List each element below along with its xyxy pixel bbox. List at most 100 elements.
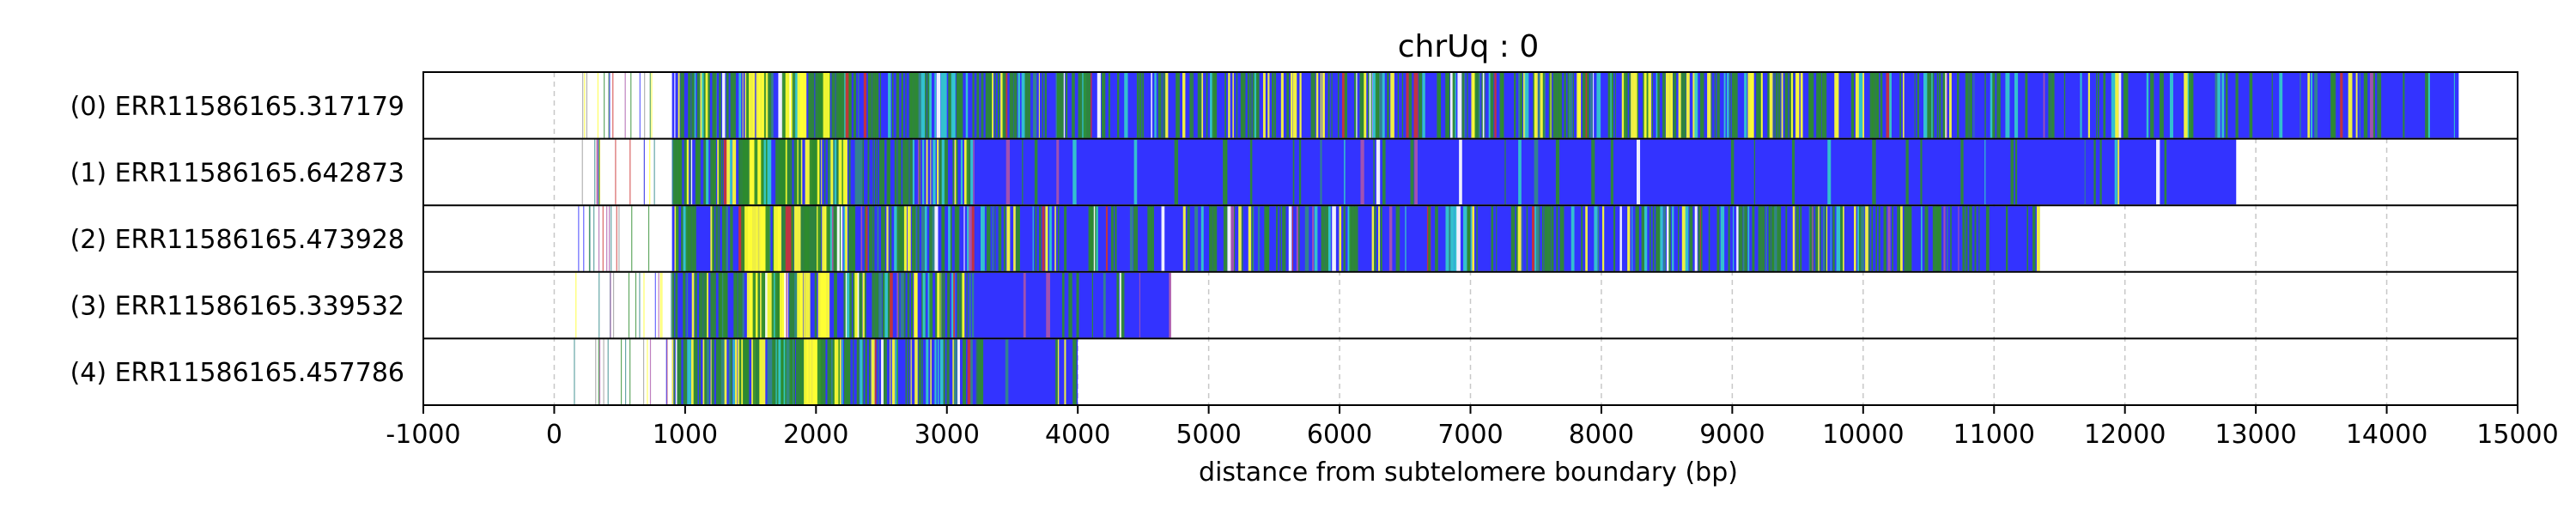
read-segment [1854, 206, 1856, 271]
read-segment [813, 139, 821, 205]
sparse-mark [639, 73, 641, 138]
read-segment [937, 339, 939, 404]
read-segment [1791, 139, 1795, 205]
read-segment [894, 206, 899, 271]
read-segment [838, 73, 842, 138]
sparse-mark [609, 206, 611, 271]
read-segment [967, 206, 970, 271]
read-segment [700, 73, 703, 138]
read-segment [1613, 206, 1616, 271]
read-segment [1064, 339, 1066, 404]
read-segment [960, 139, 963, 205]
read-segment [703, 73, 708, 138]
read-segment [835, 139, 837, 205]
read-segment [1761, 206, 1765, 271]
read-segment [2032, 206, 2036, 271]
read-segment [2043, 73, 2045, 138]
read-segment [989, 73, 993, 138]
read-segment [969, 272, 971, 338]
read-segment [2190, 73, 2194, 138]
read-segment [1005, 339, 1009, 404]
read-segment [914, 272, 917, 338]
read-segment [767, 339, 775, 404]
read-segment [1488, 73, 1491, 138]
read-segment [1032, 206, 1034, 271]
read-segment [1518, 139, 1522, 205]
read-segment [1657, 73, 1660, 138]
read-segment [1648, 73, 1652, 138]
read-segment [789, 272, 793, 338]
read-segment [1883, 206, 1886, 271]
read-segment [1005, 73, 1008, 138]
read-segment [726, 139, 731, 205]
read-segment [848, 73, 852, 138]
read-segment [1501, 73, 1504, 138]
read-segment [1587, 73, 1589, 138]
read-segment [1784, 73, 1789, 138]
x-tick-label: 15000 [2476, 420, 2558, 450]
read-segment [1678, 206, 1680, 271]
read-segment [2377, 73, 2379, 138]
read-segment [950, 206, 952, 271]
read-segment [729, 139, 732, 205]
read-segment [1629, 73, 1631, 138]
read-segment [734, 73, 736, 138]
sparse-mark [651, 73, 653, 138]
read-segment [790, 139, 793, 205]
read-segment [1450, 206, 1455, 271]
read-segment [1496, 206, 1498, 271]
read-segment [881, 206, 885, 271]
read-segment [1013, 206, 1016, 271]
read-segment [1686, 73, 1690, 138]
read-segment [1886, 73, 1891, 138]
read-segment [686, 139, 690, 205]
read-segment [711, 339, 714, 404]
read-segment [2093, 139, 2096, 205]
read-segment [1892, 206, 1893, 271]
read-segment [1049, 206, 1052, 271]
read-segment [952, 339, 955, 404]
read-segment [903, 206, 907, 271]
read-segment [1463, 206, 1467, 271]
read-segment [957, 339, 961, 404]
read-segment [1723, 73, 1726, 138]
sparse-mark [584, 73, 586, 138]
read-segment [1322, 73, 1325, 138]
read-segment [713, 139, 716, 205]
read-segment [1045, 206, 1048, 271]
read-segment [882, 272, 886, 338]
read-segment [1331, 73, 1333, 138]
read-segment [1343, 206, 1346, 271]
read-segment [775, 139, 782, 205]
read-segment [799, 272, 803, 338]
read-segment [1247, 73, 1250, 138]
read-segment [1643, 73, 1648, 138]
read-segment [1878, 206, 1880, 271]
read-segment [1671, 73, 1674, 138]
read-segment [1068, 272, 1072, 338]
read-segment [1544, 73, 1546, 138]
read-segment [1046, 272, 1050, 338]
read-segment [738, 339, 748, 404]
read-segment [1072, 139, 1077, 205]
read-segment [683, 339, 688, 404]
read-segment [1408, 73, 1413, 138]
read-segment [2164, 139, 2167, 205]
read-segment [1619, 206, 1622, 271]
read-segment [838, 339, 840, 404]
read-segment [1790, 73, 1793, 138]
read-segment [1534, 139, 1539, 205]
read-segment [970, 339, 973, 404]
read-segment [786, 272, 788, 338]
read-segment [1151, 206, 1154, 271]
read-segment [1034, 139, 1038, 205]
read-segment [1556, 206, 1558, 271]
read-segment [933, 139, 936, 205]
read-segment [1445, 73, 1449, 138]
read-segment [1117, 73, 1120, 138]
sparse-mark [594, 139, 596, 205]
read-segment [1875, 206, 1877, 271]
read-segment [1091, 206, 1096, 271]
read-segment [1086, 73, 1091, 138]
read-segment [742, 73, 744, 138]
